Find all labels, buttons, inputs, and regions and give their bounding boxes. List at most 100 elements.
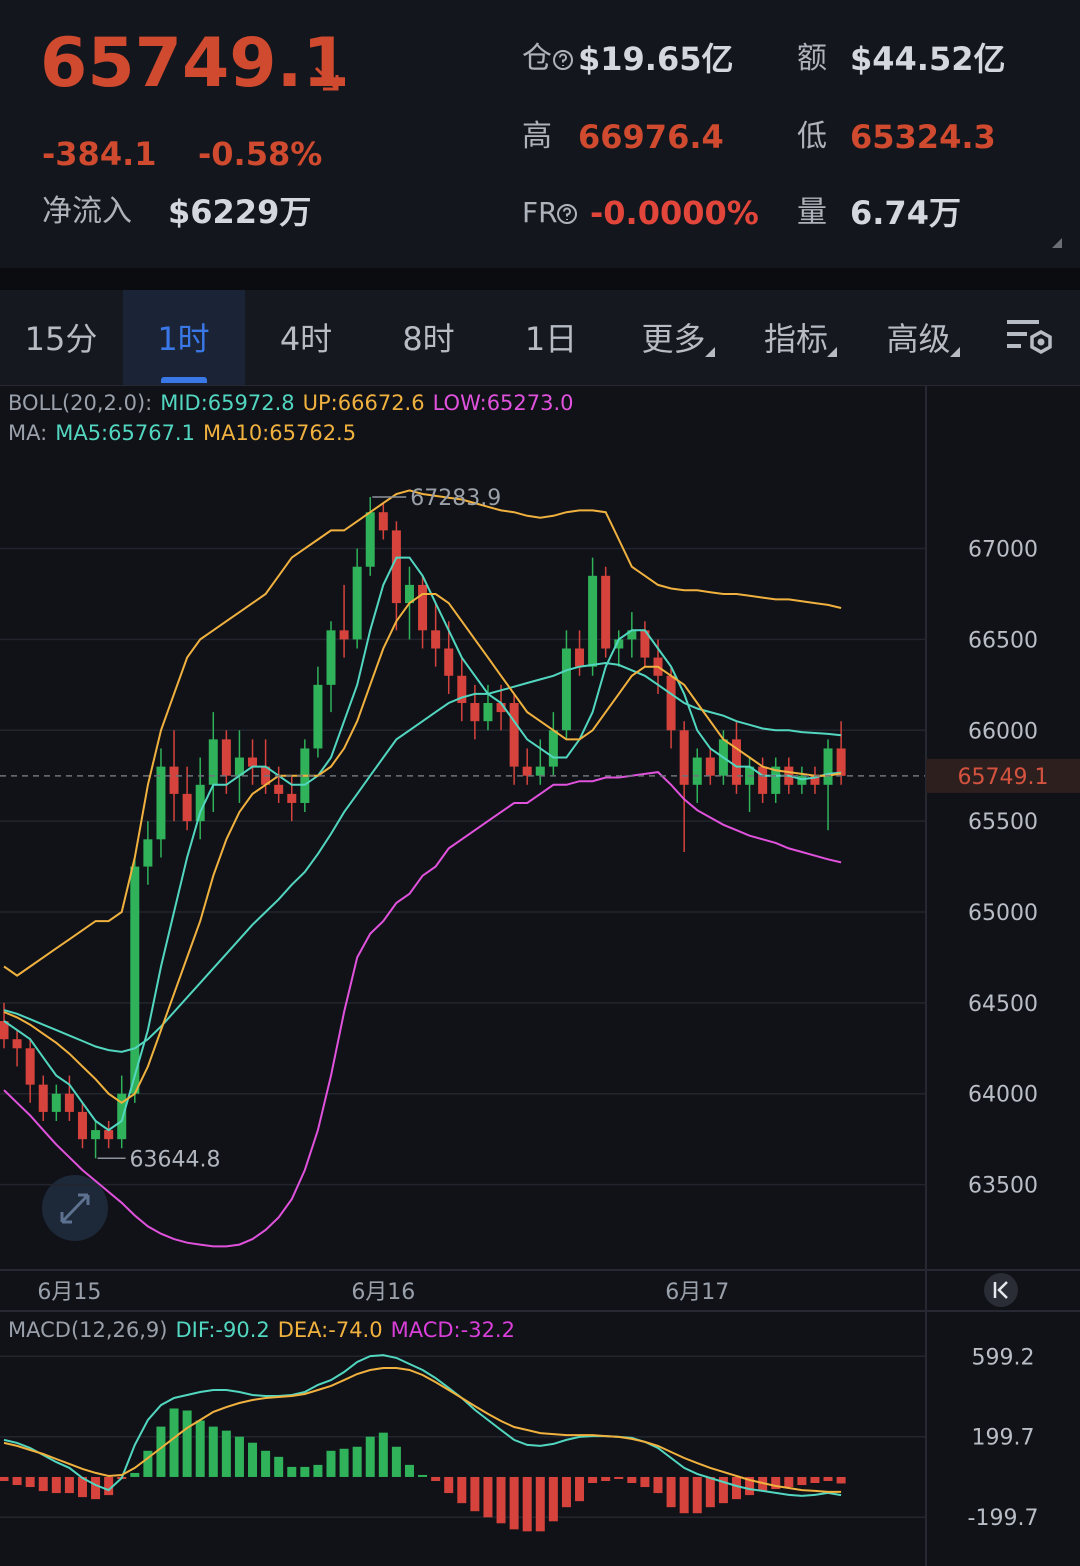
legend-value: 66672.6 bbox=[338, 391, 425, 415]
macd-bar bbox=[287, 1466, 297, 1477]
macd-bar bbox=[731, 1476, 741, 1500]
timeframe-tab[interactable]: 1日 bbox=[524, 320, 578, 358]
macd-bar bbox=[575, 1476, 585, 1502]
candle-body bbox=[326, 630, 336, 685]
low: 65324.3 bbox=[850, 118, 996, 156]
y-tick-label: 67000 bbox=[968, 538, 1038, 563]
legend-name: MA10: bbox=[203, 421, 269, 445]
high-label: 67283.9 bbox=[410, 486, 501, 511]
candle-body bbox=[731, 739, 741, 785]
macd-bar bbox=[195, 1420, 205, 1477]
legend-name: DIF: bbox=[176, 1318, 216, 1342]
change: -384.1 bbox=[42, 135, 157, 173]
candle-body bbox=[548, 730, 558, 767]
candle-body bbox=[117, 1093, 127, 1140]
low-label: 63644.8 bbox=[130, 1147, 221, 1172]
info-icon[interactable] bbox=[552, 49, 574, 71]
candle-body bbox=[182, 793, 192, 822]
macd-bar bbox=[784, 1476, 794, 1488]
macd-bar bbox=[365, 1436, 375, 1477]
legend-name: MACD: bbox=[391, 1318, 461, 1342]
expand-icon[interactable] bbox=[60, 1193, 90, 1224]
macd-bar bbox=[718, 1476, 728, 1504]
ma-legend: MA: MA5:65767.1 MA10:65762.5 bbox=[8, 421, 356, 445]
candle-body bbox=[705, 757, 715, 776]
timeframe-tab[interactable]: 更多 bbox=[613, 290, 735, 385]
macd-bar bbox=[221, 1430, 231, 1477]
timeframe-tab[interactable]: 4时 bbox=[279, 320, 333, 358]
candle-body bbox=[339, 630, 349, 640]
legend-title: MA: bbox=[8, 421, 47, 445]
candle-body bbox=[561, 648, 571, 731]
timeframe-tab[interactable]: 1时 bbox=[122, 290, 245, 385]
y-tick-label: 64000 bbox=[968, 1083, 1038, 1108]
macd-bar bbox=[614, 1476, 624, 1479]
macd-bar bbox=[457, 1476, 467, 1504]
indicator-line bbox=[3, 1354, 842, 1497]
macd-bar bbox=[156, 1426, 166, 1477]
macd-bar bbox=[601, 1476, 611, 1481]
info-icon[interactable] bbox=[556, 203, 578, 225]
indicator-line bbox=[3, 661, 842, 1053]
candle-body bbox=[836, 748, 846, 776]
oi-label: 仓 bbox=[522, 41, 552, 76]
collapse-corner[interactable] bbox=[1050, 236, 1064, 250]
macd-bar bbox=[810, 1476, 820, 1484]
candle-body bbox=[823, 748, 833, 785]
macd-bar bbox=[548, 1476, 558, 1522]
timeframe-tab[interactable]: 15分 bbox=[24, 320, 98, 358]
macd-bar bbox=[745, 1476, 755, 1496]
net-inflow: $6229万 bbox=[168, 193, 312, 231]
legend-title: BOLL(20,2.0): bbox=[8, 391, 152, 415]
legend-value: -32.2 bbox=[461, 1318, 515, 1342]
macd-bar bbox=[326, 1450, 336, 1477]
macd-bar bbox=[352, 1446, 362, 1477]
candle-body bbox=[248, 757, 258, 767]
y-tick-label: 65500 bbox=[968, 810, 1038, 835]
macd-bar bbox=[444, 1476, 454, 1494]
macd-bar bbox=[64, 1476, 74, 1494]
legend-value: 65273.0 bbox=[487, 391, 574, 415]
macd-bar bbox=[640, 1476, 650, 1488]
macd-bar bbox=[561, 1476, 571, 1508]
macd-bar bbox=[77, 1476, 87, 1498]
reset-button[interactable] bbox=[984, 1273, 1018, 1307]
macd-bar bbox=[38, 1476, 48, 1492]
macd-bar bbox=[339, 1448, 349, 1477]
macd-bar bbox=[300, 1466, 310, 1477]
macd-bar bbox=[391, 1446, 401, 1477]
candle-body bbox=[274, 784, 284, 794]
expand-button[interactable] bbox=[42, 1175, 108, 1241]
candle-body bbox=[352, 566, 362, 640]
macd-bar bbox=[797, 1476, 807, 1486]
timeframe-tab[interactable]: 高级 bbox=[858, 290, 980, 385]
y-tick-label: 199.7 bbox=[972, 1426, 1035, 1451]
y-tick-label: -199.7 bbox=[968, 1506, 1039, 1531]
timeframe-tab[interactable]: 8时 bbox=[402, 320, 455, 358]
high-label: 高 bbox=[522, 119, 552, 154]
timeframe-tab[interactable]: 指标 bbox=[735, 290, 857, 385]
last-price-label: 65749.1 bbox=[958, 765, 1049, 790]
reset-icon[interactable] bbox=[993, 1281, 1008, 1299]
candle-body bbox=[365, 512, 375, 567]
candle-body bbox=[758, 766, 768, 794]
low-label: 低 bbox=[797, 119, 827, 154]
candle-body bbox=[313, 684, 323, 749]
candle-body bbox=[391, 530, 401, 604]
legend-value: 65767.1 bbox=[108, 421, 195, 445]
y-tick-label: 63500 bbox=[968, 1174, 1038, 1199]
candle-body bbox=[130, 866, 140, 1094]
macd-bar bbox=[509, 1476, 519, 1530]
reset-button-bg[interactable] bbox=[984, 1273, 1018, 1307]
indicator-line bbox=[3, 1367, 842, 1493]
candle-body bbox=[51, 1093, 61, 1112]
macd-bar bbox=[666, 1476, 676, 1508]
candle-body bbox=[470, 703, 480, 722]
settings-icon[interactable] bbox=[1005, 318, 1055, 358]
macd-bar bbox=[679, 1476, 689, 1514]
macd-bar bbox=[418, 1474, 428, 1477]
legend-name: MID: bbox=[160, 391, 208, 415]
macd-bar bbox=[483, 1476, 493, 1518]
